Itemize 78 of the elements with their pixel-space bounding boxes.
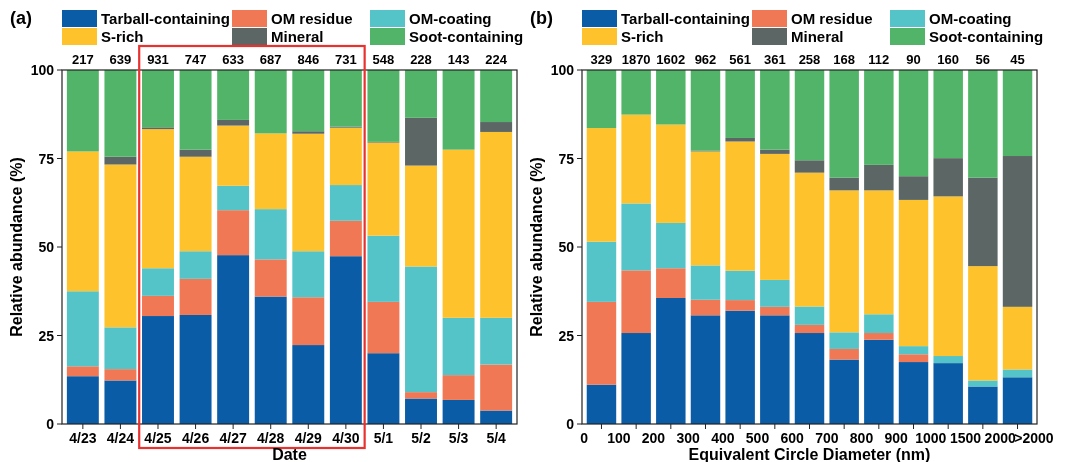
y-tick-label: 0 bbox=[566, 416, 575, 432]
y-tick-label: 50 bbox=[38, 239, 55, 255]
legend-label: OM residue bbox=[271, 10, 353, 27]
x-tick-label: 400 bbox=[711, 430, 735, 446]
annotation: 639 bbox=[109, 52, 132, 67]
x-tick-label: 600 bbox=[780, 430, 805, 446]
annotation: 962 bbox=[694, 52, 717, 67]
x-tick-label: 700 bbox=[815, 430, 839, 446]
legend-label: Mineral bbox=[271, 28, 324, 45]
x-tick-label: 300 bbox=[676, 430, 701, 446]
y-tick-label: 25 bbox=[558, 327, 575, 344]
x-tick-label: 4/23 bbox=[69, 430, 97, 446]
x-tick-label: 4/26 bbox=[181, 430, 210, 446]
annotation: 56 bbox=[975, 52, 991, 67]
y-tick-label: 25 bbox=[38, 327, 55, 344]
y-tick-label: 75 bbox=[558, 150, 575, 167]
y-tick-label: 100 bbox=[550, 62, 575, 78]
annotation: 561 bbox=[729, 52, 752, 67]
x-tick-label: 1500 bbox=[949, 430, 982, 446]
legend-label: S-rich bbox=[621, 28, 664, 45]
x-tick-label: 4/24 bbox=[106, 430, 135, 446]
y-tick-label: 50 bbox=[558, 239, 575, 255]
legend-label: OM-coating bbox=[929, 10, 1012, 27]
annotation: 687 bbox=[259, 52, 282, 67]
legend-label: OM-coating bbox=[409, 10, 492, 27]
x-tick-label: 5/4 bbox=[486, 430, 507, 446]
x-tick-label: 0 bbox=[580, 430, 589, 446]
annotation: 329 bbox=[590, 52, 613, 67]
x-tick-label: 4/30 bbox=[332, 430, 360, 446]
annotation: 143 bbox=[447, 52, 470, 67]
annotation: 548 bbox=[372, 52, 395, 67]
x-tick-label: 100 bbox=[607, 430, 631, 446]
annotation: 224 bbox=[485, 52, 508, 67]
annotation: 361 bbox=[763, 52, 786, 67]
x-tick-label: 200 bbox=[641, 430, 666, 446]
x-tick-label: 4/29 bbox=[294, 430, 323, 446]
x-tick-label: 5/3 bbox=[448, 430, 469, 446]
annotation: 90 bbox=[906, 52, 921, 67]
x-tick-label: 1000 bbox=[915, 430, 947, 446]
y-tick-label: 75 bbox=[38, 150, 55, 167]
x-tick-label: 2000 bbox=[984, 430, 1016, 446]
annotation: 160 bbox=[937, 52, 960, 67]
annotation: 112 bbox=[868, 52, 890, 67]
annotation: 1602 bbox=[656, 52, 686, 67]
text: >2000 bbox=[1014, 430, 1054, 446]
x-tick-label: 900 bbox=[884, 430, 909, 446]
annotation: 45 bbox=[1010, 52, 1025, 67]
legend-label: Soot-containing bbox=[929, 28, 1044, 45]
legend-label: Tarball-containing bbox=[101, 10, 230, 27]
x-axis-title: Date bbox=[272, 446, 307, 462]
annotation: 228 bbox=[410, 52, 432, 67]
annotation: 1870 bbox=[621, 52, 651, 67]
x-tick-label: 5/2 bbox=[411, 430, 431, 446]
annotation: 633 bbox=[222, 52, 244, 67]
legend-label: S-rich bbox=[101, 28, 144, 45]
annotation: 747 bbox=[184, 52, 207, 67]
y-tick-label: 0 bbox=[46, 416, 55, 432]
x-tick-label: 4/27 bbox=[219, 430, 247, 446]
x-tick-label: 4/25 bbox=[144, 430, 172, 446]
x-tick-label: 500 bbox=[745, 430, 770, 446]
annotation: 846 bbox=[297, 52, 320, 67]
x-tick-label: 800 bbox=[849, 430, 874, 446]
y-axis-title: Relative abundance (%) bbox=[528, 157, 545, 337]
legend-label: Mineral bbox=[791, 28, 844, 45]
annotation: 168 bbox=[833, 52, 856, 67]
annotation: 217 bbox=[72, 52, 94, 67]
annotation: 258 bbox=[798, 52, 821, 67]
chart-title: (a) bbox=[10, 8, 32, 28]
legend-label: Tarball-containing bbox=[621, 10, 750, 27]
chart-title: (b) bbox=[530, 8, 553, 28]
legend-label: OM residue bbox=[791, 10, 873, 27]
y-tick-label: 100 bbox=[30, 62, 55, 78]
x-tick-label: 4/28 bbox=[257, 430, 285, 446]
y-axis-title: Relative abundance (%) bbox=[8, 157, 25, 337]
x-tick-label: 5/1 bbox=[373, 430, 394, 446]
annotation: 931 bbox=[147, 52, 169, 67]
legend-label: Soot-containing bbox=[409, 28, 524, 45]
annotation: 731 bbox=[335, 52, 357, 67]
